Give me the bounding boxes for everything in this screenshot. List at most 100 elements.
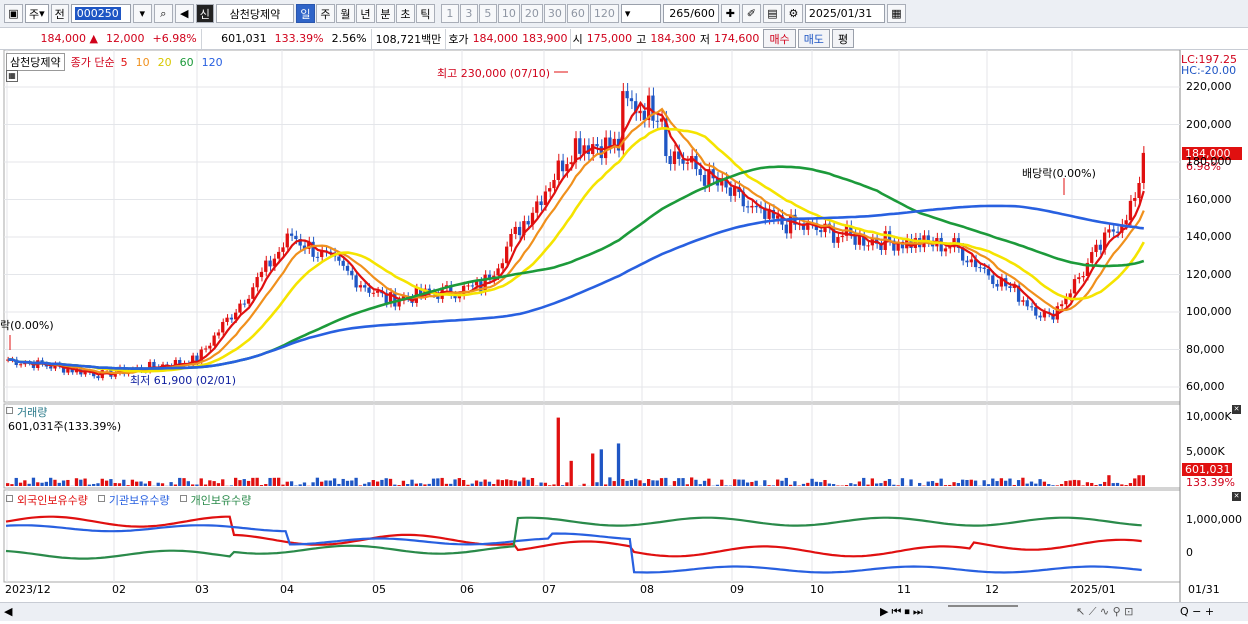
volume-bar bbox=[415, 484, 418, 486]
candle-body bbox=[294, 236, 297, 239]
volume-last-rate: 133.39% bbox=[1186, 476, 1235, 489]
gear-icon[interactable]: ⚙ bbox=[784, 4, 803, 23]
volume-bar bbox=[212, 481, 215, 486]
nav-buttons[interactable]: ▶⏮⏹⏭ bbox=[880, 605, 926, 619]
volume-bar bbox=[230, 485, 233, 486]
volume-bar bbox=[944, 485, 947, 486]
interval-button-7[interactable]: 120 bbox=[590, 4, 619, 23]
drawing-tools-icon[interactable]: ↖ ⟋ ∿ ⚲ ⊡ bbox=[1076, 605, 1133, 619]
interval-button-3[interactable]: 10 bbox=[498, 4, 520, 23]
volume-bar bbox=[694, 480, 697, 486]
volume-bar bbox=[397, 485, 400, 486]
candle-body bbox=[699, 169, 702, 175]
volume-bar bbox=[707, 479, 710, 486]
volume-bar bbox=[402, 481, 405, 486]
volume-bar bbox=[789, 485, 792, 486]
new-badge[interactable]: 신 bbox=[196, 4, 214, 23]
volume-bar bbox=[260, 485, 263, 486]
volume-bar bbox=[987, 484, 990, 486]
volume-bar bbox=[92, 484, 95, 486]
interval-button-0[interactable]: 1 bbox=[441, 4, 459, 23]
price-panel-title[interactable]: 삼천당제약 bbox=[6, 53, 65, 71]
volume-bar bbox=[1038, 479, 1041, 486]
volume-bar bbox=[656, 480, 659, 486]
volume-close-icon[interactable]: ✕ bbox=[1232, 405, 1241, 414]
volume-bar bbox=[372, 480, 375, 486]
volume-bar bbox=[703, 481, 706, 486]
sell-button[interactable]: 매도 bbox=[798, 29, 830, 48]
period-tab-4[interactable]: 분 bbox=[376, 4, 395, 23]
save-icon[interactable]: ▤ bbox=[763, 4, 782, 23]
candle-body bbox=[1099, 245, 1102, 250]
window-icon[interactable]: ▣ bbox=[4, 4, 23, 23]
price-y-tick: 100,000 bbox=[1186, 305, 1232, 318]
volume-bar bbox=[823, 480, 826, 486]
volume-bar bbox=[359, 485, 362, 486]
avg-button[interactable]: 평 bbox=[832, 29, 854, 48]
period-tab-2[interactable]: 월 bbox=[336, 4, 355, 23]
volume-bar bbox=[406, 484, 409, 486]
period-tab-0[interactable]: 일 bbox=[296, 4, 315, 23]
type-select[interactable]: 주 ▾ bbox=[25, 4, 49, 23]
candle-body bbox=[746, 206, 749, 207]
code-input[interactable]: 000250 bbox=[71, 4, 131, 23]
period-tab-1[interactable]: 주 bbox=[316, 4, 335, 23]
speaker-icon[interactable]: ◀ bbox=[175, 4, 194, 23]
period-tab-6[interactable]: 틱 bbox=[416, 4, 435, 23]
volume-bar bbox=[19, 483, 22, 486]
buy-button[interactable]: 매수 bbox=[763, 29, 795, 48]
interval-button-4[interactable]: 20 bbox=[521, 4, 543, 23]
zoom-slider[interactable] bbox=[948, 605, 1018, 607]
calendar-icon[interactable]: ▦ bbox=[887, 4, 906, 23]
candle-body bbox=[466, 285, 469, 286]
candle-body bbox=[367, 288, 370, 293]
candle-body bbox=[819, 230, 822, 232]
volume-bar bbox=[522, 478, 525, 486]
x-axis-label: 08 bbox=[640, 583, 654, 596]
candle-body bbox=[505, 247, 508, 264]
volume-bar bbox=[15, 478, 18, 486]
view-button[interactable]: 전 bbox=[51, 4, 69, 23]
search-icon[interactable]: ⌕ bbox=[154, 4, 173, 23]
date-field[interactable]: 2025/01/31 bbox=[805, 4, 885, 23]
interval-button-5[interactable]: 30 bbox=[544, 4, 566, 23]
volume-bar bbox=[475, 480, 478, 486]
period-tab-5[interactable]: 초 bbox=[396, 4, 415, 23]
crosshair-icon[interactable]: ✚ bbox=[721, 4, 740, 23]
zoom-icons[interactable]: Q − + bbox=[1180, 605, 1214, 618]
scroll-left-icon[interactable]: ◀ bbox=[4, 605, 12, 618]
volume-bar bbox=[428, 484, 431, 486]
volume-bar bbox=[514, 481, 517, 486]
volume-bar bbox=[440, 478, 443, 486]
code-dropdown-icon[interactable]: ▾ bbox=[133, 4, 152, 23]
ask-price-2: 183,900 bbox=[520, 29, 570, 49]
period-tab-3[interactable]: 년 bbox=[356, 4, 375, 23]
price-y-tick: 120,000 bbox=[1186, 268, 1232, 281]
candle-body bbox=[948, 247, 951, 248]
chart-svg bbox=[0, 50, 1248, 621]
volume-bar bbox=[40, 483, 43, 486]
x-axis-label: 11 bbox=[897, 583, 911, 596]
volume-bar bbox=[453, 479, 456, 486]
volume-bar bbox=[767, 485, 770, 486]
volume-bar bbox=[195, 484, 198, 486]
volume-bar bbox=[208, 480, 211, 486]
holding-close-icon[interactable]: ✕ bbox=[1232, 492, 1241, 501]
volume-bar bbox=[23, 480, 26, 486]
interval-button-6[interactable]: 60 bbox=[567, 4, 589, 23]
candle-body bbox=[965, 261, 968, 263]
count-field[interactable]: 265/600 bbox=[663, 4, 719, 23]
interval-button-1[interactable]: 3 bbox=[460, 4, 478, 23]
interval-dropdown[interactable]: ▾ bbox=[621, 4, 661, 23]
scroll-bar[interactable]: ◀ ▶⏮⏹⏭ ↖ ⟋ ∿ ⚲ ⊡ Q − + bbox=[0, 602, 1248, 621]
volume-bar bbox=[582, 484, 585, 486]
grid-toggle-icon[interactable]: ▦ bbox=[6, 70, 18, 82]
volume-bar bbox=[716, 485, 719, 486]
interval-button-2[interactable]: 5 bbox=[479, 4, 497, 23]
price-y-tick: 160,000 bbox=[1186, 193, 1232, 206]
candle-body bbox=[363, 285, 366, 287]
tools-icon[interactable]: ✐ bbox=[742, 4, 761, 23]
x-axis-label: 12 bbox=[985, 583, 999, 596]
